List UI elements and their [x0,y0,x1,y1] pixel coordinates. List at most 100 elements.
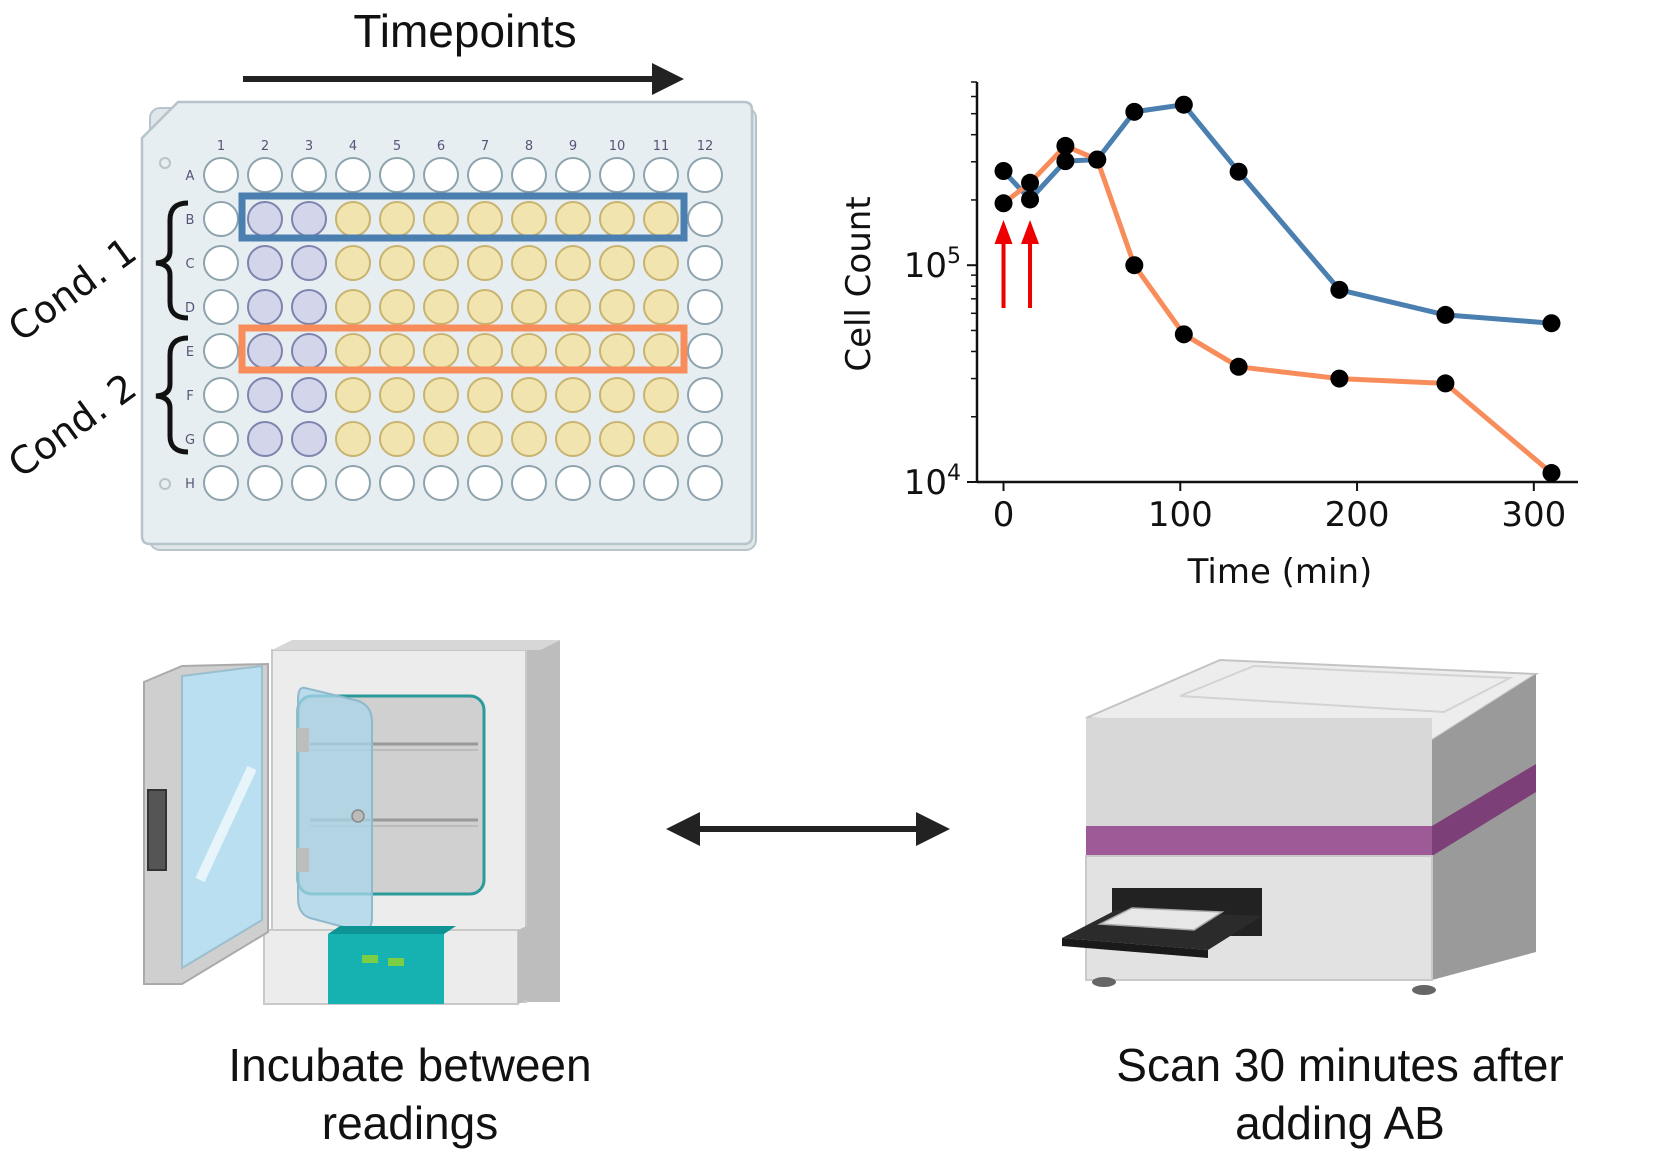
plate-row-label: A [186,169,195,184]
chart-series-lines [1001,102,1554,475]
plate-row-label: E [186,345,194,360]
plate-well [379,201,415,237]
plate-well [555,377,591,413]
chart-series-points [994,95,1561,483]
x-tick-label: 300 [1501,495,1566,535]
plate-well [247,333,283,369]
plate-col-label: 5 [393,139,401,154]
plate-well [555,201,591,237]
chart-y-axis-label: Cell Count [839,196,879,371]
plate-well [467,157,503,193]
series-1-point [1125,102,1144,121]
reader-foot-left [1092,977,1116,987]
plate-well [379,333,415,369]
plate-well [379,245,415,281]
series-1-point [1021,190,1040,209]
plate-row-label: H [185,477,195,492]
plate-well [687,201,723,237]
plate-well [247,289,283,325]
series-1-point [1229,162,1248,181]
series-1-point [994,161,1013,180]
plate-well [687,465,723,501]
incubator-control-panel [328,934,444,1004]
plate-well [599,157,635,193]
plate-well [687,245,723,281]
plate-well [291,201,327,237]
plate-row-label: C [185,257,194,272]
plate-well [423,245,459,281]
plate-well [555,465,591,501]
plate-well [335,465,371,501]
cond1-label: Cond. 1 [0,229,144,351]
incubator-hinge-top [297,728,309,752]
plate-row-label: D [185,301,195,316]
plate-well [247,157,283,193]
plate-well [687,377,723,413]
plate-well [643,377,679,413]
cond2-highlight-box [238,324,688,374]
plate-well [335,289,371,325]
plate-well [291,377,327,413]
plate-well [247,245,283,281]
plate-col-label: 1 [217,139,225,154]
plate-well [423,333,459,369]
timepoints-arrow [243,63,684,95]
plate-well [379,289,415,325]
cond2-bracket [155,335,189,455]
plate-well [203,245,239,281]
cond1-bracket [155,200,189,321]
incubator-illustration [143,640,560,1005]
plate-well [687,289,723,325]
plate-well [203,201,239,237]
incubator-top [272,640,560,650]
chart-annotation-arrows [994,220,1040,308]
reader-mini-plate [1097,907,1225,931]
plate-well [247,465,283,501]
plate-well [423,201,459,237]
plate-well [203,289,239,325]
reader-side [1432,674,1536,980]
double-arrow [666,812,950,846]
plate-well [511,421,547,457]
timepoints-label: Timepoints [353,5,577,57]
reader-foot-right [1412,985,1436,995]
series-2-point [1056,136,1075,155]
plate-well [247,421,283,457]
series-2-point [1330,369,1349,388]
plate-well [203,157,239,193]
cond2-label: Cond. 2 [0,365,144,487]
plate-well [687,421,723,457]
plate-well [599,245,635,281]
plate-well [203,465,239,501]
annotation-arrowhead [994,220,1013,244]
reader-upper-body [1086,718,1432,826]
plate-well [467,333,503,369]
plate-well [335,377,371,413]
plate-col-label: 7 [481,139,489,154]
annotation-arrowhead [1021,220,1040,244]
plate-well [643,245,679,281]
plate-well [511,245,547,281]
plate-well [687,157,723,193]
series-1-point [1542,314,1561,333]
plate-well [599,333,635,369]
plate-row-label: B [186,213,195,228]
plate-col-label: 11 [653,139,670,154]
plate-well [467,201,503,237]
plate-well [423,377,459,413]
incubator-outer-door-window [181,664,263,970]
plate-row-labels: A B C D E F G H [185,169,195,492]
y-tick-label: 105 [904,244,961,286]
plate-well [643,465,679,501]
plate-well [511,333,547,369]
plate-well [335,157,371,193]
reader-purple-band [1086,826,1432,856]
plate-well [423,289,459,325]
series-1-point [1174,95,1193,114]
series-2-point [1436,374,1455,393]
plate-well [511,201,547,237]
plate-well [599,421,635,457]
chart-ticks: 0 100 200 300 104 105 [904,81,1566,535]
plate-well [467,289,503,325]
plate-well [643,157,679,193]
